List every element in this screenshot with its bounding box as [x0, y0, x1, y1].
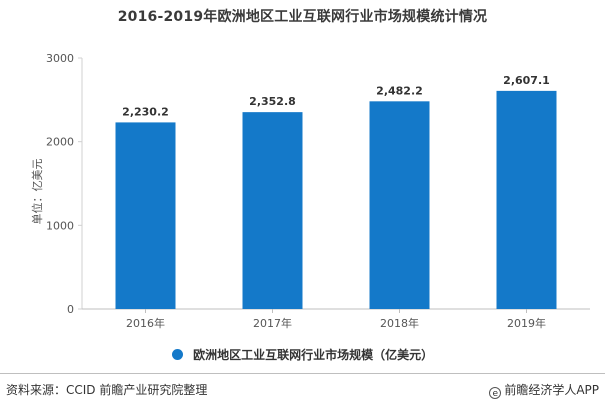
data-label: 2,482.2 — [376, 84, 423, 97]
legend-swatch — [171, 349, 183, 360]
legend: 欧洲地区工业互联网行业市场规模（亿美元） — [0, 346, 605, 363]
x-tick-label: 2016年 — [126, 316, 165, 330]
brand-credit: e 前瞻经济学人APP — [489, 381, 599, 399]
brand-name: 前瞻经济学人APP — [504, 383, 599, 397]
y-tick-label: 1000 — [46, 219, 74, 232]
y-tick-label: 3000 — [46, 52, 74, 65]
bar — [242, 112, 303, 309]
e-logo-icon: e — [489, 387, 502, 399]
legend-label: 欧洲地区工业互联网行业市场规模（亿美元） — [193, 348, 434, 362]
x-tick-label: 2019年 — [507, 316, 546, 330]
y-axis-label: 单位：亿美元 — [30, 159, 44, 225]
data-label: 2,607.1 — [503, 74, 550, 87]
data-label: 2,352.8 — [249, 95, 296, 108]
x-tick-label: 2017年 — [253, 316, 292, 330]
y-tick-label: 0 — [67, 303, 74, 316]
x-tick-label: 2018年 — [380, 316, 419, 330]
data-label: 2,230.2 — [122, 105, 169, 118]
bar — [115, 122, 176, 309]
bar — [496, 90, 557, 309]
bar — [369, 101, 430, 309]
chart-title: 2016-2019年欧洲地区工业互联网行业市场规模统计情况 — [117, 9, 488, 25]
source-note: 资料来源：CCID 前瞻产业研究院整理 — [6, 383, 208, 397]
y-tick-label: 2000 — [46, 136, 74, 149]
footer-divider — [0, 373, 605, 374]
